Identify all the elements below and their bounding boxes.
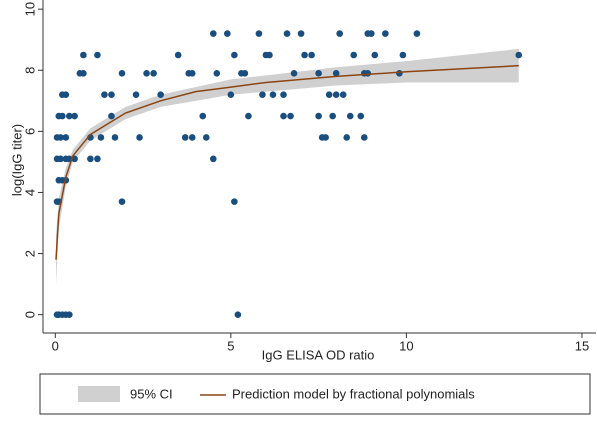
y-tick-label: 6 — [22, 128, 37, 135]
y-tick-label: 2 — [22, 250, 37, 257]
data-point — [315, 70, 322, 77]
data-point — [136, 134, 143, 141]
data-point — [413, 30, 421, 37]
data-point — [188, 70, 196, 77]
data-point — [290, 70, 298, 77]
y-axis-title: log(IgG titer) — [9, 124, 24, 196]
fit-line — [55, 64, 519, 260]
legend-ci-swatch — [78, 386, 120, 402]
data-point — [66, 112, 73, 120]
data-point — [382, 30, 389, 37]
data-point — [66, 311, 73, 318]
data-point — [234, 311, 242, 318]
data-point — [280, 112, 287, 120]
data-point — [231, 198, 238, 205]
data-point — [188, 134, 196, 141]
x-tick-label: 5 — [227, 338, 234, 353]
data-point — [350, 51, 358, 59]
data-point — [364, 70, 372, 77]
data-point — [339, 91, 347, 99]
data-point — [343, 134, 351, 141]
data-point — [80, 70, 87, 77]
data-point — [224, 30, 231, 37]
data-point — [87, 155, 94, 163]
data-point — [202, 134, 210, 141]
data-point — [308, 51, 315, 59]
y-tick-label: 10 — [22, 2, 37, 16]
data-point — [62, 91, 70, 99]
data-point — [332, 70, 340, 77]
y-tick-label: 8 — [22, 67, 37, 74]
data-point — [346, 112, 354, 120]
data-point — [396, 70, 403, 77]
data-point — [71, 112, 78, 120]
legend-fit-label: Prediction model by fractional polynomia… — [232, 386, 475, 401]
data-point — [245, 112, 252, 120]
data-point — [287, 112, 294, 120]
data-point — [57, 134, 64, 141]
x-tick-label: 15 — [575, 338, 589, 353]
data-point — [209, 30, 217, 37]
data-point — [336, 30, 343, 37]
data-point — [209, 155, 217, 163]
data-point — [150, 70, 157, 77]
data-point — [62, 134, 70, 141]
data-point — [266, 51, 273, 59]
data-point — [269, 91, 277, 99]
data-point — [283, 30, 291, 37]
data-point — [325, 91, 333, 99]
data-point — [97, 134, 105, 141]
data-point — [315, 112, 322, 120]
data-point — [108, 91, 115, 99]
data-point — [515, 51, 523, 59]
x-axis-title: IgG ELISA OD ratio — [262, 347, 375, 362]
data-point — [111, 134, 119, 141]
data-point — [360, 134, 368, 141]
data-point — [157, 91, 164, 99]
x-tick-label: 10 — [399, 338, 413, 353]
data-point — [181, 134, 189, 141]
data-point — [108, 112, 115, 120]
data-point — [241, 70, 249, 77]
data-point — [301, 51, 308, 59]
data-point — [280, 91, 287, 99]
y-tick-label: 0 — [22, 311, 37, 318]
data-point — [367, 30, 375, 37]
data-point — [118, 70, 126, 77]
data-point — [80, 51, 87, 59]
data-point — [255, 30, 263, 37]
data-point — [59, 112, 66, 120]
data-point — [231, 51, 238, 59]
data-point — [132, 91, 140, 99]
legend-box — [39, 373, 591, 415]
data-point — [259, 91, 266, 99]
data-point — [322, 134, 329, 141]
data-point — [118, 198, 126, 205]
data-point — [399, 51, 407, 59]
data-point — [174, 51, 182, 59]
data-point — [57, 155, 64, 163]
data-point — [213, 70, 221, 77]
ci-band — [55, 48, 519, 285]
x-tick-label: 0 — [52, 338, 59, 353]
legend-ci-label: 95% CI — [130, 386, 173, 401]
data-point — [332, 91, 340, 99]
data-point — [199, 112, 207, 120]
data-point — [227, 91, 235, 99]
data-point — [94, 51, 101, 59]
y-tick-label: 4 — [22, 189, 37, 196]
data-point — [94, 155, 101, 163]
data-point — [143, 70, 150, 77]
data-point — [101, 91, 108, 99]
data-point — [329, 112, 336, 120]
data-point — [357, 112, 365, 120]
data-point — [371, 51, 379, 59]
data-point — [297, 30, 305, 37]
